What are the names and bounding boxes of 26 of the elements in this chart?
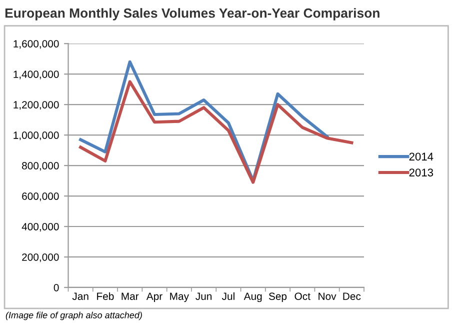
x-tick-label: Nov: [318, 292, 336, 300]
x-tick-label: Oct: [294, 292, 310, 300]
legend-label: 2013: [409, 168, 434, 176]
y-tick-label: 800,000: [22, 162, 59, 171]
y-tick-label: 1,200,000: [14, 101, 59, 110]
x-tick-label: Jul: [222, 292, 234, 300]
text: (Image file of graph also attached): [6, 312, 142, 320]
chart-title: European Monthly Sales Volumes Year-on-Year Comparison: [5, 8, 380, 20]
y-tick-label: 200,000: [22, 253, 59, 262]
legend-label: 2014: [409, 152, 434, 161]
line-series: [79, 80, 354, 184]
x-tick-label: Feb: [97, 292, 114, 300]
x-tick-label: Sep: [268, 292, 287, 302]
x-tick-label: Mar: [122, 292, 139, 300]
x-tick-label: Jun: [196, 292, 212, 300]
y-tick-label: 1,000,000: [14, 132, 59, 140]
y-tick-label: 1,400,000: [14, 70, 59, 80]
y-tick-label: 400,000: [22, 223, 59, 232]
y-tick-label: 1,600,000: [14, 40, 59, 49]
x-tick-label: May: [170, 292, 189, 302]
x-tick-label: Dec: [343, 292, 361, 300]
x-tick-label: Apr: [146, 292, 162, 302]
y-tick-label: 0: [54, 284, 59, 292]
y-tick-label: 600,000: [22, 192, 59, 202]
x-tick-label: Aug: [244, 292, 262, 302]
x-tick-label: Jan: [72, 292, 88, 300]
